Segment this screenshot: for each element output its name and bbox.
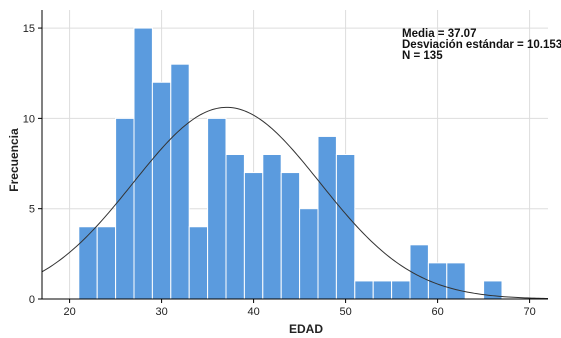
stats-sd: Desviación estándar = 10.153 [402, 39, 561, 51]
tick-labels: 20 30 40 50 60 70 0 5 10 15 [23, 23, 536, 318]
histogram-bar [133, 27, 153, 300]
histogram-bar [280, 172, 301, 300]
histogram-bar [188, 226, 209, 300]
x-tick-label: 70 [523, 306, 535, 318]
x-tick-label: 20 [63, 306, 75, 318]
histogram-bar [446, 262, 466, 300]
histogram-bar [170, 63, 190, 300]
histogram-bar [78, 226, 98, 300]
histogram-bar [391, 280, 411, 300]
histogram-bar [372, 280, 393, 300]
x-tick-label: 30 [155, 306, 167, 318]
histogram-bar [354, 280, 374, 300]
stats-annotation: Media = 37.07 Desviación estándar = 10.1… [402, 28, 561, 62]
histogram-bar [115, 117, 135, 300]
normal-curve [41, 106, 549, 299]
stats-n: N = 135 [402, 50, 443, 62]
histogram-bar [243, 172, 264, 300]
y-tick-label: 15 [23, 23, 35, 35]
x-tick-label: 60 [431, 306, 443, 318]
histogram-bar [207, 117, 227, 300]
y-axis-title: Frecuencia [7, 128, 21, 192]
y-tick-label: 5 [29, 204, 35, 216]
x-axis-title: EDAD [289, 322, 323, 336]
histogram-bar [299, 208, 319, 300]
histogram-bar [151, 81, 172, 300]
histogram-bar [317, 135, 337, 300]
histogram-bar [96, 226, 117, 300]
x-tick-label: 50 [339, 306, 351, 318]
histogram-bars [78, 27, 503, 300]
x-tick-label: 40 [247, 306, 259, 318]
histogram-bar [427, 262, 448, 300]
histogram-bar [335, 154, 356, 300]
y-tick-label: 10 [23, 113, 35, 125]
y-tick-label: 0 [29, 294, 35, 306]
plot-axes [38, 10, 548, 303]
histogram-bar [409, 244, 429, 300]
stats-mean: Media = 37.07 [402, 28, 476, 40]
histogram-bar [225, 154, 245, 300]
histogram-bar [262, 154, 282, 300]
